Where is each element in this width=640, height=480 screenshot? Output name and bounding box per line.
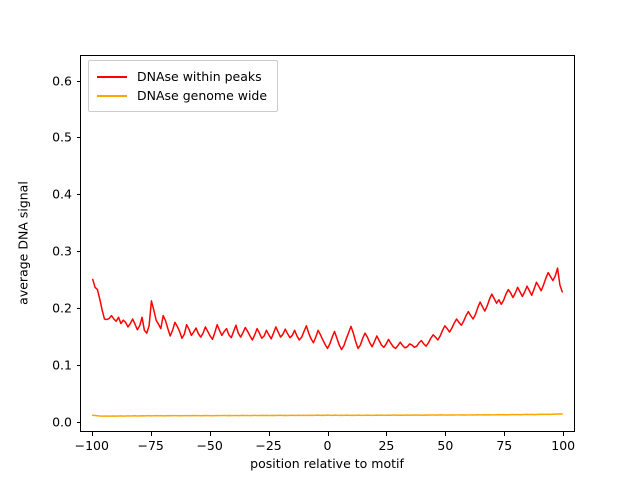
y-tick-mark	[76, 421, 80, 423]
y-tick-mark	[76, 251, 80, 253]
y-tick-mark	[76, 308, 80, 310]
y-tick-mark	[76, 80, 80, 82]
x-tick-mark	[327, 432, 329, 436]
data-lines	[91, 267, 564, 417]
legend-swatch-red	[97, 75, 127, 78]
y-tick-mark	[76, 137, 80, 139]
x-tick-mark	[209, 432, 211, 436]
y-tick-mark	[76, 364, 80, 366]
legend-item-1[interactable]: DNAse genome wide	[97, 86, 267, 105]
x-tick-label: 100	[551, 438, 576, 453]
x-tick-label: 25	[378, 438, 395, 453]
x-tick-label: −75	[137, 438, 164, 453]
series-line-1	[91, 413, 564, 417]
legend-swatch-orange	[97, 94, 127, 97]
x-tick-mark	[268, 432, 270, 436]
y-axis-label: average DNA signal	[15, 181, 31, 305]
x-tick-label: −100	[74, 438, 109, 453]
x-tick-mark	[150, 432, 152, 436]
x-axis-label: position relative to motif	[250, 456, 404, 471]
series-line-0	[91, 267, 564, 351]
y-tick-label: 0.6	[52, 73, 72, 89]
legend: DNAse within peaks DNAse genome wide	[88, 60, 279, 112]
x-tick-label: 0	[323, 438, 332, 453]
legend-item-0[interactable]: DNAse within peaks	[97, 67, 267, 86]
x-tick-mark	[563, 432, 565, 436]
x-tick-label: −50	[196, 438, 223, 453]
y-tick-label: 0.4	[52, 186, 72, 202]
y-tick-mark	[76, 194, 80, 196]
x-tick-label: 50	[437, 438, 454, 453]
plot-area	[80, 55, 575, 432]
x-tick-mark	[386, 432, 388, 436]
legend-label-1: DNAse genome wide	[137, 88, 268, 103]
y-tick-label: 0.5	[52, 129, 72, 145]
y-tick-label: 0.0	[52, 414, 72, 430]
y-tick-label: 0.1	[52, 357, 72, 373]
x-tick-label: −25	[255, 438, 282, 453]
x-tick-mark	[504, 432, 506, 436]
x-tick-label: 75	[496, 438, 513, 453]
y-tick-label: 0.2	[52, 300, 72, 316]
x-tick-mark	[445, 432, 447, 436]
x-tick-mark	[91, 432, 93, 436]
y-tick-label: 0.3	[52, 243, 72, 259]
legend-label-0: DNAse within peaks	[137, 69, 262, 84]
